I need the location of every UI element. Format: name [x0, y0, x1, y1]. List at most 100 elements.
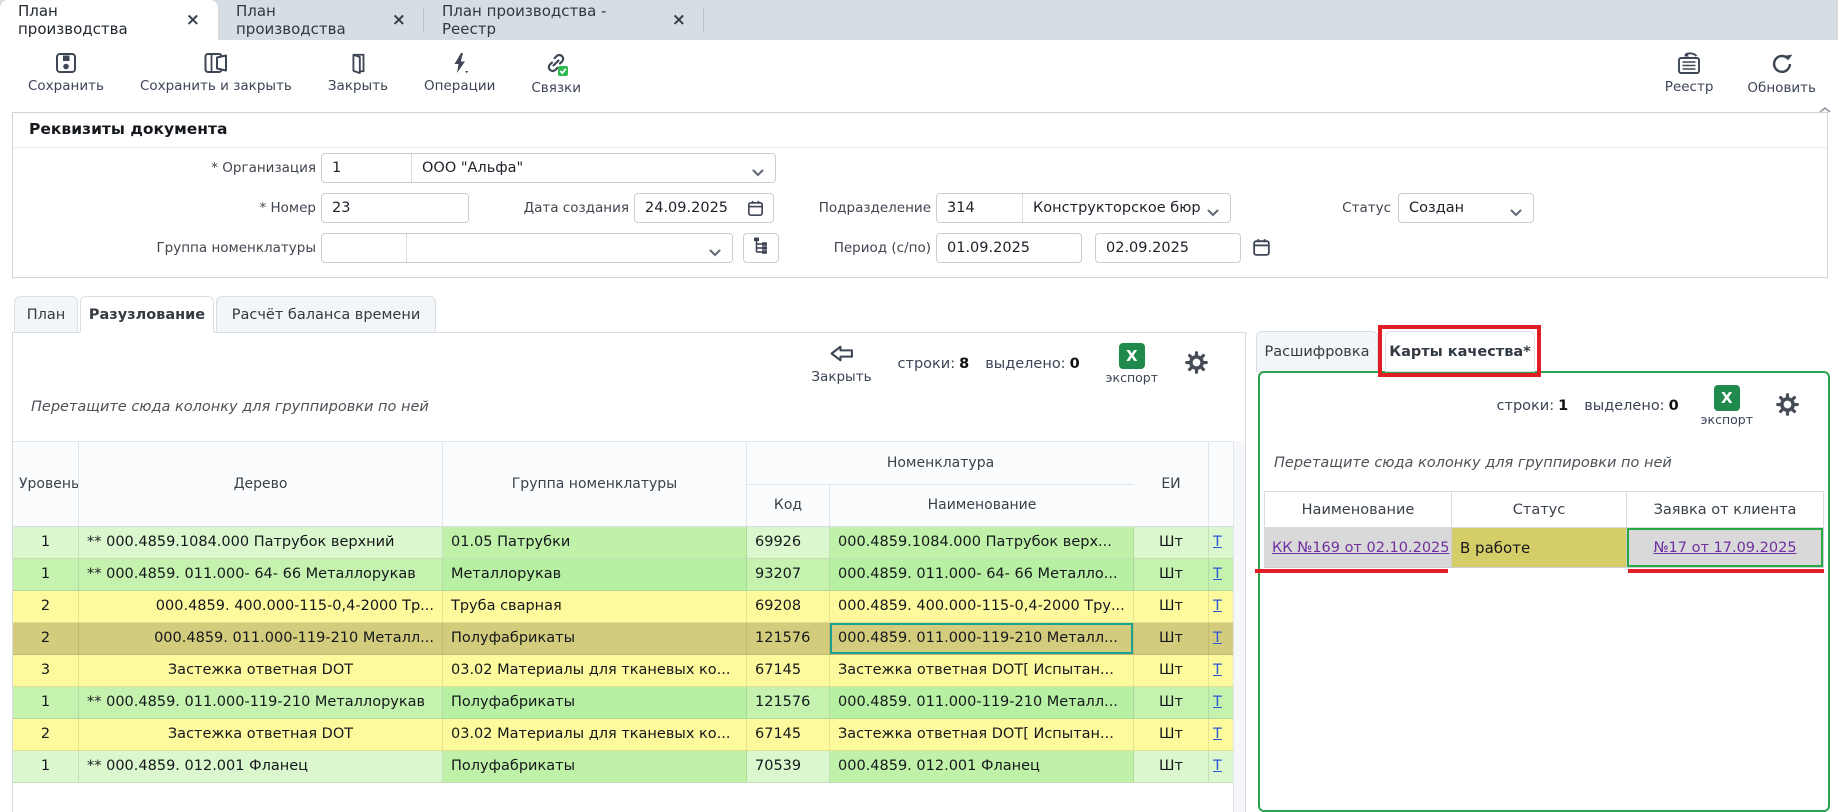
column-header-tree[interactable]: Дерево	[79, 442, 443, 526]
column-header-name[interactable]: Наименование	[927, 497, 1037, 514]
tab-close-icon[interactable]: ×	[391, 9, 406, 30]
column-header-name[interactable]: Наименование	[1264, 491, 1452, 528]
gear-icon[interactable]	[1775, 392, 1800, 421]
column-header-code[interactable]: Код	[747, 484, 830, 526]
window-tab-registry[interactable]: План производства - Реестр ×	[424, 0, 704, 40]
cell-link[interactable]: Т	[1209, 687, 1233, 718]
cell-group[interactable]: Труба сварная	[443, 591, 747, 622]
client-request-link[interactable]: №17 от 17.09.2025	[1653, 539, 1797, 556]
chevron-up-icon[interactable]	[1818, 102, 1832, 118]
export-button[interactable]: X экспорт	[1701, 385, 1753, 427]
column-header-unit[interactable]: ЕИ	[1134, 442, 1209, 526]
cell-unit[interactable]: Шт	[1134, 527, 1209, 558]
cell-unit[interactable]: Шт	[1134, 719, 1209, 750]
cell-group[interactable]: 03.02 Материалы для тканевых ко...	[443, 719, 747, 750]
row-link[interactable]: Т	[1213, 598, 1222, 614]
window-tab-plan-1[interactable]: План производства ×	[0, 0, 218, 40]
links-button[interactable]: Связки	[531, 51, 581, 96]
chevron-down-icon[interactable]	[752, 165, 764, 181]
cell-unit[interactable]: Шт	[1134, 623, 1209, 654]
row-link[interactable]: Т	[1213, 630, 1222, 646]
nomenclature-group-field[interactable]	[321, 233, 733, 263]
period-to-field[interactable]: 02.09.2025	[1095, 233, 1241, 263]
cell-tree[interactable]: 000.4859. 400.000-115-0,4-2000 Тр...	[79, 591, 443, 622]
gear-icon[interactable]	[1184, 350, 1209, 379]
save-button[interactable]: Сохранить	[28, 51, 104, 94]
number-input[interactable]	[321, 193, 469, 223]
cell-group[interactable]: 01.05 Патрубки	[443, 527, 747, 558]
cell-link[interactable]: Т	[1209, 751, 1233, 782]
cell-tree[interactable]: ** 000.4859. 012.001 Фланец	[79, 751, 443, 782]
cell-link[interactable]: Т	[1209, 719, 1233, 750]
column-header-client-request[interactable]: Заявка от клиента	[1627, 491, 1824, 528]
department-code[interactable]: 314	[937, 194, 1023, 222]
nomenclature-group-code[interactable]	[322, 234, 407, 262]
row-link[interactable]: Т	[1213, 662, 1222, 678]
column-header-nomenclature[interactable]: Номенклатура	[747, 442, 1134, 485]
cell-group[interactable]: Полуфабрикаты	[443, 623, 747, 654]
grid-vertical-scrollbar[interactable]	[1233, 441, 1245, 812]
cell-unit[interactable]: Шт	[1134, 559, 1209, 590]
registry-button[interactable]: Реестр	[1665, 51, 1713, 95]
cell-level[interactable]: 1	[13, 687, 79, 718]
row-link[interactable]: Т	[1213, 726, 1222, 742]
cell-level[interactable]: 1	[13, 751, 79, 782]
cell-code[interactable]: 67145	[747, 655, 830, 686]
tab-razuzlovanie[interactable]: Разузлование	[80, 296, 214, 333]
period-from-value[interactable]: 01.09.2025	[947, 240, 1031, 256]
cell-code[interactable]: 121576	[747, 623, 830, 654]
export-button[interactable]: X экспорт	[1106, 343, 1158, 385]
cell-client-request[interactable]: №17 от 17.09.2025	[1627, 528, 1824, 568]
cell-group[interactable]: Полуфабрикаты	[443, 751, 747, 782]
cell-level[interactable]: 1	[13, 559, 79, 590]
cell-quality-card[interactable]: КК №169 от 02.10.2025	[1264, 528, 1452, 568]
cell-code[interactable]: 69926	[747, 527, 830, 558]
chevron-down-icon[interactable]	[1207, 205, 1219, 221]
cell-link[interactable]: Т	[1209, 591, 1233, 622]
cell-unit[interactable]: Шт	[1134, 687, 1209, 718]
cell-tree[interactable]: ** 000.4859. 011.000- 64- 66 Металлорука…	[79, 559, 443, 590]
tab-close-icon[interactable]: ×	[671, 9, 686, 30]
refresh-button[interactable]: Обновить	[1747, 51, 1816, 96]
cell-code[interactable]: 70539	[747, 751, 830, 782]
tab-plan[interactable]: План	[14, 296, 78, 333]
cell-link[interactable]: Т	[1209, 623, 1233, 654]
organization-code[interactable]: 1	[322, 154, 412, 182]
nomenclature-group-name[interactable]	[407, 234, 732, 262]
cell-level[interactable]: 1	[13, 527, 79, 558]
cell-level[interactable]: 2	[13, 591, 79, 622]
cell-link[interactable]: Т	[1209, 527, 1233, 558]
calendar-icon[interactable]	[746, 199, 765, 222]
group-drop-zone[interactable]: Перетащите сюда колонку для группировки …	[1274, 455, 1672, 471]
cell-level[interactable]: 3	[13, 655, 79, 686]
cell-tree[interactable]: Застежка ответная DOT	[79, 655, 443, 686]
cell-group[interactable]: 03.02 Материалы для тканевых ко...	[443, 655, 747, 686]
cell-code[interactable]: 69208	[747, 591, 830, 622]
cell-code[interactable]: 67145	[747, 719, 830, 750]
cell-tree[interactable]: Застежка ответная DOT	[79, 719, 443, 750]
cell-name[interactable]: 000.4859.1084.000 Патрубок верх...	[830, 527, 1134, 558]
column-header-group[interactable]: Группа номенклатуры	[443, 442, 747, 526]
tab-rasshifrovka[interactable]: Расшифровка	[1256, 331, 1378, 372]
cell-group[interactable]: Полуфабрикаты	[443, 687, 747, 718]
row-link[interactable]: Т	[1213, 694, 1222, 710]
row-link[interactable]: Т	[1213, 566, 1222, 582]
grid-close-button[interactable]: Закрыть	[811, 344, 872, 385]
cell-name[interactable]: Застежка ответная DOT[ Испытан...	[830, 655, 1134, 686]
status-value[interactable]: Создан	[1409, 200, 1465, 216]
tab-quality-cards[interactable]: Карты качества*	[1385, 331, 1535, 372]
cell-code[interactable]: 121576	[747, 687, 830, 718]
cell-level[interactable]: 2	[13, 623, 79, 654]
row-link[interactable]: Т	[1213, 758, 1222, 774]
cell-tree[interactable]: ** 000.4859. 011.000-119-210 Металлорука…	[79, 687, 443, 718]
tree-select-button[interactable]	[743, 233, 779, 263]
cell-name[interactable]: 000.4859. 012.001 Фланец	[830, 751, 1134, 782]
organization-field[interactable]: 1 ООО "Альфа"	[321, 153, 776, 183]
period-from-field[interactable]: 01.09.2025	[936, 233, 1082, 263]
cell-link[interactable]: Т	[1209, 559, 1233, 590]
group-drop-zone[interactable]: Перетащите сюда колонку для группировки …	[31, 399, 429, 415]
period-to-value[interactable]: 02.09.2025	[1106, 240, 1190, 256]
cell-code[interactable]: 93207	[747, 559, 830, 590]
tab-time-balance[interactable]: Расчёт баланса времени	[216, 296, 436, 333]
status-select[interactable]: Создан	[1398, 193, 1534, 223]
